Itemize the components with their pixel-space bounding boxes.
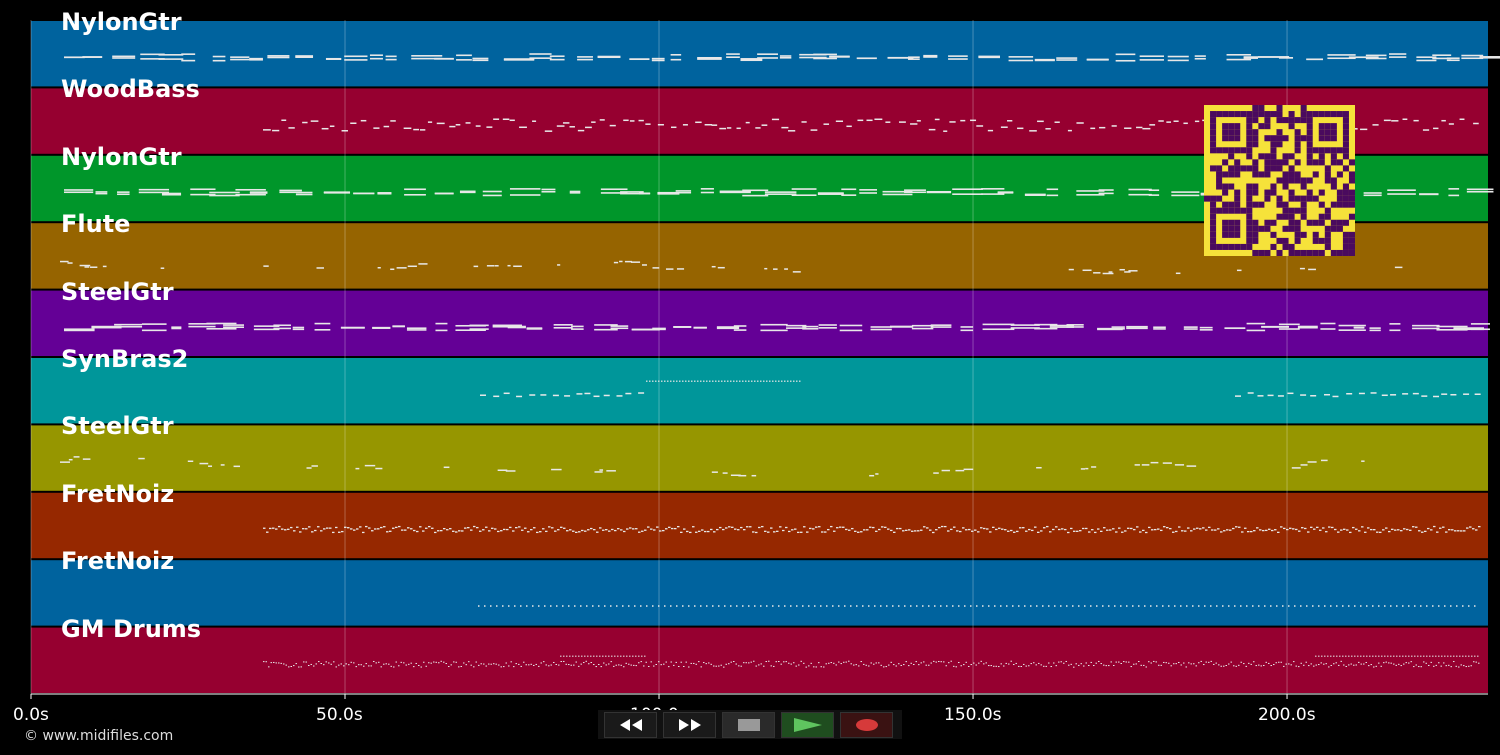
- fast-forward-button[interactable]: [663, 711, 716, 738]
- track-name: WoodBass: [61, 75, 200, 104]
- track-notes: [64, 53, 1500, 62]
- track-lane: [31, 290, 1488, 356]
- record-icon: [855, 718, 878, 731]
- play-icon: [793, 717, 822, 732]
- track-notes: [478, 605, 1476, 607]
- track-notes: [263, 525, 1481, 534]
- play-button[interactable]: [781, 711, 834, 738]
- fast-forward-icon: [678, 718, 701, 731]
- tick-label: 200.0s: [1258, 705, 1316, 725]
- rewind-icon: [619, 718, 642, 731]
- track-lane: [31, 627, 1488, 693]
- track-name: SynBras2: [61, 345, 189, 373]
- track-name: FretNoiz: [61, 479, 175, 508]
- record-button[interactable]: [840, 711, 893, 738]
- track-name: Flute: [61, 210, 131, 239]
- track-name: NylonGtr: [61, 8, 182, 36]
- playback-controls: [598, 710, 902, 739]
- track-notes: [60, 456, 1365, 477]
- qr-code-icon: [1204, 105, 1355, 256]
- track-notes: [263, 655, 1480, 668]
- tick-label: 150.0s: [944, 705, 1002, 725]
- track-lane: [31, 492, 1488, 559]
- track-name: FretNoiz: [61, 547, 175, 576]
- track-notes: [480, 380, 1481, 398]
- tick-label: 50.0s: [316, 705, 363, 725]
- track-name: SteelGtr: [61, 277, 174, 306]
- track-notes: [64, 322, 1490, 332]
- tick-label: 0.0s: [13, 705, 49, 725]
- track-name: GM Drums: [61, 614, 202, 643]
- stop-button[interactable]: [722, 711, 775, 738]
- track-name: NylonGtr: [61, 142, 182, 171]
- stop-icon: [737, 718, 760, 731]
- track-notes: [60, 260, 1403, 275]
- track-lane: [31, 358, 1488, 424]
- track-lane: [31, 425, 1488, 491]
- rewind-button[interactable]: [604, 711, 657, 738]
- track-lane: [31, 560, 1488, 626]
- copyright-text: © www.midifiles.com: [24, 728, 174, 744]
- track-name: SteelGtr: [61, 412, 174, 441]
